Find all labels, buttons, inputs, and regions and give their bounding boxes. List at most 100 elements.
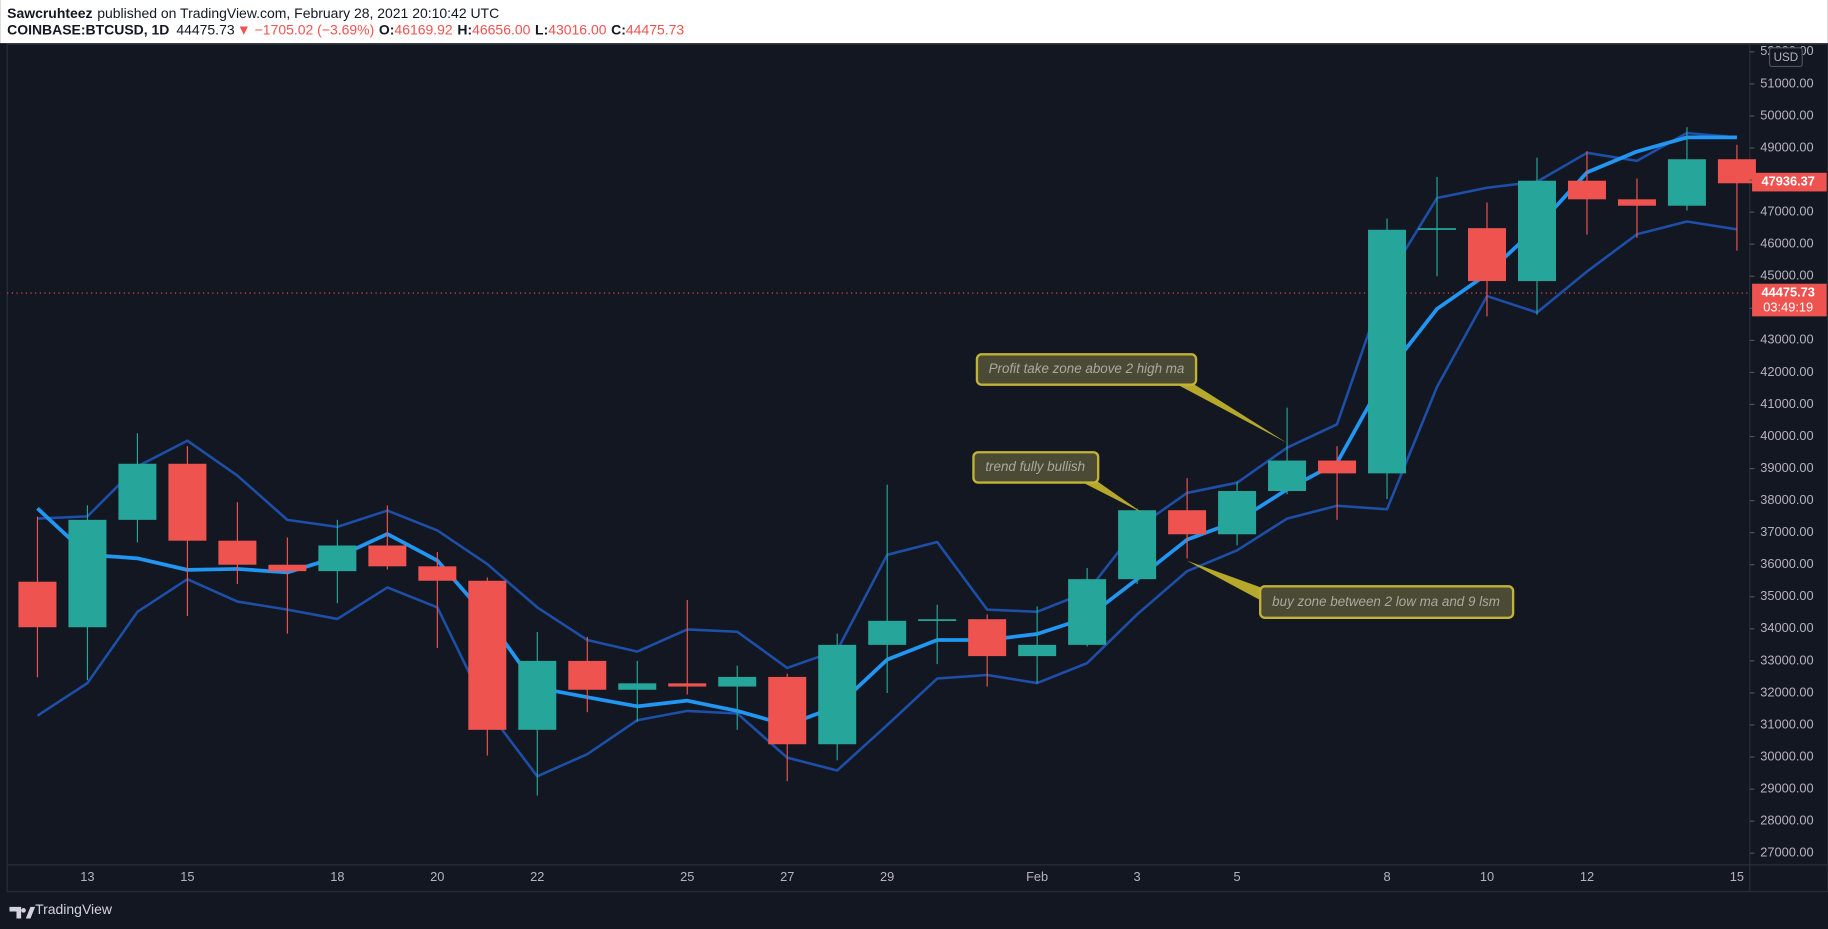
callout-text: Profit take zone above 2 high ma [989,361,1185,376]
x-tick-label: 12 [1580,869,1594,884]
last-price-badge [1752,283,1827,317]
candle-body [268,564,307,572]
y-tick-label: 33000.00 [1760,652,1813,667]
ohlc-value: 46169.92 [394,21,452,37]
ohlc-label: O: [379,21,395,37]
x-tick-label: 27 [780,869,794,884]
marker-price-badge [1752,172,1827,192]
candle-body [1468,228,1506,282]
y-tick-label: 45000.00 [1760,268,1813,283]
candle-body [618,683,657,690]
published: published on TradingView.com, February 2… [97,5,499,21]
candle-body [68,519,107,628]
currency: USD [1774,51,1799,64]
y-tick-label: 46000.00 [1760,236,1813,251]
y-tick-label: 47000.00 [1760,204,1813,219]
candle-body [168,463,207,541]
candle-body [1667,159,1706,206]
candle-body [1617,199,1656,206]
candle-body [1118,510,1157,580]
logo-icon [9,906,36,919]
y-tick-label: 31000.00 [1760,716,1813,731]
y-tick-label: 42000.00 [1760,364,1813,379]
symbol: COINBASE:BTCUSD, 1D [7,21,169,37]
x-tick-label: 3 [1134,869,1141,884]
candle-body [1218,491,1257,535]
ma-line [36,220,1738,778]
x-tick-label: 13 [80,869,94,884]
y-tick-label: 34000.00 [1760,620,1813,635]
x-tick-label: 25 [680,869,694,884]
y-tick-label: 27000.00 [1760,845,1813,860]
callout-arrow [1177,381,1287,443]
marks [7,127,1756,796]
candle-body [418,566,457,581]
x-tick-label: 8 [1383,869,1390,884]
candle-body [218,540,257,565]
callout-box [975,353,1198,386]
callout-arrow [1078,477,1143,513]
candle-body [518,660,557,730]
y-tick-label: 35000.00 [1760,588,1813,603]
ohlc-label: H: [457,21,472,37]
symbol-line: COINBASE:BTCUSD, 1D 44475.73 ▼ −1705.02 (−… [7,21,684,37]
y-tick-label: 28000.00 [1760,813,1813,828]
candle-body [1068,579,1107,645]
candle-body [968,619,1007,657]
callout-box [972,451,1100,484]
candle-body [668,683,707,687]
y-tick-label: 50000.00 [1760,107,1813,122]
candle-body [318,545,357,572]
ohlc-value: 43016.00 [548,21,606,37]
footer-bg [0,892,1828,929]
y-tick-label: 40000.00 [1760,428,1813,443]
y-tick-label: 43000.00 [1760,332,1813,347]
candle-body [18,581,57,628]
last-price-label: 44475.73 [1761,284,1814,299]
callout-arrow [1186,560,1271,603]
countdown: 03:49:19 [1763,300,1813,315]
candle-body [718,676,757,687]
x-tick-label: 15 [1730,869,1744,884]
y-tick-label: 32000.00 [1760,684,1813,699]
y-tick-label: 51000.00 [1760,75,1813,90]
x-tick-label: 15 [180,869,194,884]
candle-body [1168,510,1207,535]
y-tick-label: 38000.00 [1760,492,1813,507]
change: ▼ −1705.02 (−3.69%) [237,21,374,37]
callout-box [1259,585,1515,619]
y-tick-label: 37000.00 [1760,524,1813,539]
ohlc-label: C: [611,21,626,37]
y-tick-label: 39000.00 [1760,460,1813,475]
publisher: Sawcruhteez [7,5,92,21]
candle-body [768,676,807,745]
overlay: Profit take zone above 2 high ma trend f… [972,353,1515,619]
ohlc-value: 46656.00 [472,21,530,37]
candle-body [1567,180,1606,200]
x-tick-label: 22 [530,869,544,884]
brand: TradingView [35,901,113,917]
candle-body [868,620,907,645]
x-tick-label: 29 [880,869,894,884]
publish-line: Sawcruhteez published on TradingView.com,… [7,5,499,21]
ohlc-label: L: [535,21,548,37]
x-tick-label: 10 [1480,869,1494,884]
candle-body [1268,460,1307,492]
candle-body [568,660,607,690]
candle-body [118,463,157,520]
x-tick-label: 18 [330,869,344,884]
last: 44475.73 [176,21,234,37]
y-tick-label: 41000.00 [1760,396,1813,411]
marker-price-label: 47936.37 [1761,174,1814,189]
currency-badge [1768,47,1803,68]
callout-text: trend fully bullish [985,459,1085,474]
y-tick-label: 29000.00 [1760,781,1813,796]
callout-text: buy zone between 2 low ma and 9 lsm [1272,594,1500,609]
x-tick-label: 5 [1234,869,1241,884]
candle-body [1418,228,1457,230]
candle-body [1717,159,1756,184]
y-tick-label: 30000.00 [1760,748,1813,763]
y-tick-label: 49000.00 [1760,139,1813,154]
candle-body [1517,180,1556,282]
